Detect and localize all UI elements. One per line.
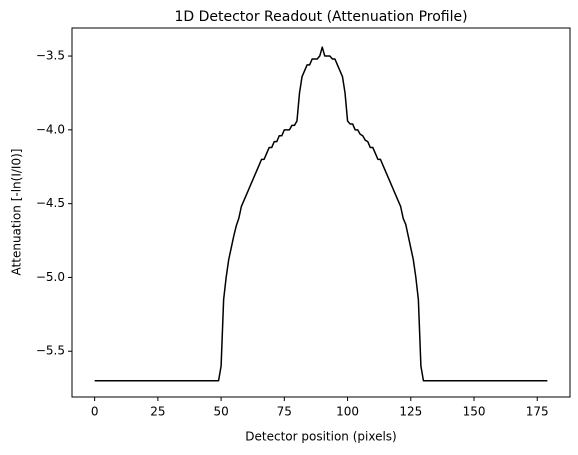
x-axis-label: Detector position (pixels)	[245, 430, 396, 444]
x-tick-label: 75	[277, 405, 292, 419]
x-tick-label: 25	[150, 405, 165, 419]
chart-title: 1D Detector Readout (Attenuation Profile…	[174, 9, 467, 25]
y-tick-label: −5.0	[36, 270, 65, 284]
plot-frame	[71, 27, 571, 398]
x-tick-label: 175	[526, 405, 549, 419]
y-tick-label: −3.5	[36, 49, 65, 63]
x-tick-label: 125	[399, 405, 422, 419]
data-line	[94, 46, 548, 382]
y-tick-label: −4.5	[36, 196, 65, 210]
x-tick-label: 100	[336, 405, 359, 419]
x-tick-label: 0	[91, 405, 99, 419]
y-tick-label: −5.5	[36, 344, 65, 358]
y-tick-label: −4.0	[36, 122, 65, 136]
x-tick-label: 150	[463, 405, 486, 419]
x-tick-label: 50	[213, 405, 228, 419]
y-axis-label: Attenuation [-ln(I/I0)]	[10, 149, 24, 276]
